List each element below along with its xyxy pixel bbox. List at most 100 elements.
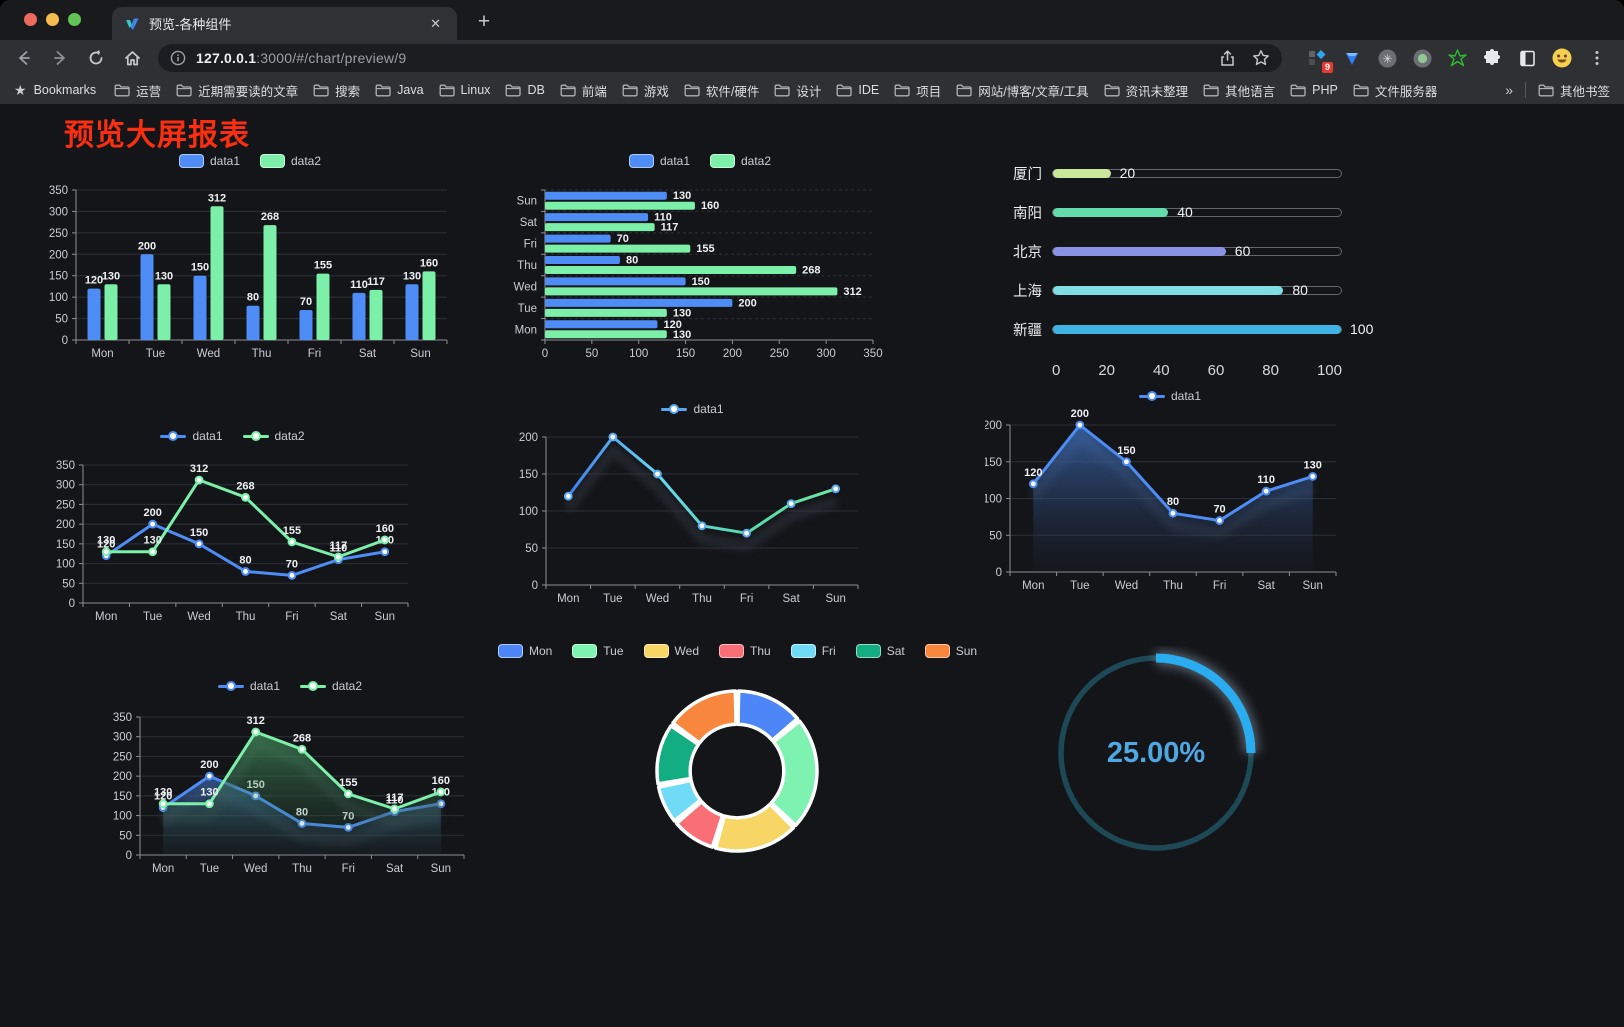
point-data1-Sat[interactable]	[786, 499, 796, 508]
bar-data2-Fri[interactable]	[316, 273, 330, 340]
bar-data2-Wed[interactable]	[210, 206, 224, 340]
url-bar[interactable]: 127.0.0.1:3000/#/chart/preview/9	[158, 44, 1282, 72]
bar-data1-Wed[interactable]	[193, 275, 207, 340]
point-data1-Fri[interactable]	[287, 570, 297, 580]
progress-track[interactable]: 20	[1052, 165, 1342, 181]
bar-data1-Fri[interactable]	[299, 310, 313, 340]
bookmark-folder[interactable]: 前端	[560, 81, 607, 100]
bar-data2-Sat[interactable]	[545, 223, 655, 232]
bookmark-folder[interactable]: PHP	[1290, 83, 1338, 97]
point-data1-Tue[interactable]	[205, 771, 214, 781]
progress-track[interactable]: 60	[1052, 243, 1342, 259]
bookmarks-overflow-icon[interactable]: »	[1505, 82, 1513, 98]
new-tab-button[interactable]: +	[477, 10, 491, 33]
legend-item-Fri[interactable]: Fri	[790, 644, 836, 658]
point-data2-Wed[interactable]	[251, 727, 261, 737]
tab-close-icon[interactable]: ✕	[430, 15, 441, 31]
bar-data1-Sun[interactable]	[545, 191, 667, 200]
bookmarks-label[interactable]: Bookmarks	[33, 83, 97, 97]
back-button[interactable]	[8, 43, 40, 73]
bookmark-folder[interactable]: 搜索	[313, 81, 360, 100]
browser-tab[interactable]: 预览-各种组件 ✕	[112, 7, 457, 40]
point-data1-Sun[interactable]	[831, 484, 841, 494]
point-data2-Sat[interactable]	[333, 552, 343, 562]
point-data2-Mon[interactable]	[158, 799, 168, 809]
legend-item-data1[interactable]: data1	[628, 154, 690, 168]
bar-data2-Tue[interactable]	[157, 284, 171, 340]
bookmark-folder[interactable]: 资讯未整理	[1104, 81, 1188, 100]
point-data2-Tue[interactable]	[205, 799, 214, 809]
legend-item-data1[interactable]: data1	[1138, 389, 1201, 403]
point-data1-Tue[interactable]	[1075, 420, 1085, 430]
point-data1-Fri[interactable]	[1215, 516, 1224, 525]
extension-icon-asterisk-circle[interactable]: ✳	[1376, 47, 1398, 69]
bar-data1-Sat[interactable]	[352, 292, 366, 340]
bookmark-folder[interactable]: 运营	[114, 81, 161, 100]
bar-data2-Tue[interactable]	[545, 308, 667, 317]
bookmark-folder[interactable]: Linux	[439, 83, 490, 97]
menu-dots-icon[interactable]	[1586, 47, 1608, 69]
other-bookmarks-folder[interactable]: 其他书签	[1538, 81, 1610, 100]
pie-slice-Sun[interactable]	[671, 689, 738, 745]
share-icon[interactable]	[1219, 49, 1236, 67]
maximize-window-button[interactable]	[68, 13, 81, 26]
point-data1-Wed[interactable]	[653, 469, 662, 479]
legend-item-data1[interactable]: data1	[160, 429, 223, 443]
bar-data2-Mon[interactable]	[545, 330, 667, 339]
bar-data1-Sun[interactable]	[405, 284, 419, 340]
point-data2-Mon[interactable]	[101, 547, 111, 557]
legend-item-data1[interactable]: data1	[217, 679, 280, 693]
reload-button[interactable]	[80, 43, 112, 73]
bar-data1-Mon[interactable]	[87, 288, 101, 340]
pie-slice-Tue[interactable]	[769, 719, 819, 828]
pie-slice-Fri[interactable]	[656, 778, 703, 823]
bookmarks-star-icon[interactable]: ★	[14, 81, 27, 98]
bookmark-folder[interactable]: 设计	[774, 81, 821, 100]
point-data2-Sun[interactable]	[380, 535, 390, 545]
bar-data2-Wed[interactable]	[545, 287, 838, 296]
extension-icon-gem[interactable]	[1341, 47, 1363, 69]
legend-item-Sun[interactable]: Sun	[924, 644, 977, 658]
legend-item-data2[interactable]: data2	[260, 154, 321, 168]
bookmark-folder[interactable]: 近期需要读的文章	[176, 81, 298, 100]
progress-track[interactable]: 40	[1052, 204, 1342, 220]
legend-item-data2[interactable]: data2	[300, 679, 362, 693]
extensions-puzzle-icon[interactable]	[1481, 47, 1503, 69]
point-data1-Wed[interactable]	[194, 539, 204, 549]
bar-data1-Tue[interactable]	[545, 298, 733, 307]
point-data1-Mon[interactable]	[563, 491, 573, 501]
point-data2-Fri[interactable]	[287, 537, 297, 547]
close-window-button[interactable]	[24, 13, 37, 26]
bookmark-folder[interactable]: IDE	[836, 83, 879, 97]
minimize-window-button[interactable]	[46, 13, 59, 26]
bar-data2-Thu[interactable]	[545, 266, 797, 274]
point-data1-Thu[interactable]	[1168, 508, 1178, 518]
point-data1-Sun[interactable]	[1308, 472, 1318, 481]
extension-icon-grid[interactable]: 9	[1306, 47, 1333, 73]
pie-slice-Mon[interactable]	[736, 689, 800, 743]
extension-icon-green-star[interactable]	[1446, 47, 1468, 69]
bookmark-folder[interactable]: 其他语言	[1203, 81, 1275, 100]
bookmark-star-icon[interactable]	[1252, 49, 1270, 67]
legend-item-Sat[interactable]: Sat	[855, 644, 905, 658]
point-data1-Tue[interactable]	[608, 432, 618, 442]
point-data1-Sat[interactable]	[1261, 486, 1271, 496]
bar-data2-Sat[interactable]	[369, 289, 383, 340]
point-data1-Thu[interactable]	[697, 521, 707, 531]
bar-data1-Mon[interactable]	[545, 320, 658, 329]
point-data2-Thu[interactable]	[297, 744, 307, 754]
pie-slice-Sat[interactable]	[655, 724, 701, 786]
legend-item-data1[interactable]: data1	[178, 154, 240, 168]
site-info-icon[interactable]	[170, 50, 186, 66]
bar-data2-Mon[interactable]	[104, 284, 118, 340]
bookmark-folder[interactable]: 软件/硬件	[684, 81, 759, 100]
bar-data2-Fri[interactable]	[545, 244, 691, 253]
legend-item-data2[interactable]: data2	[710, 154, 771, 168]
point-data1-Wed[interactable]	[1122, 457, 1131, 467]
bookmark-folder[interactable]: 文件服务器	[1353, 81, 1437, 100]
point-data2-Fri[interactable]	[343, 789, 353, 799]
forward-button[interactable]	[44, 43, 76, 73]
bar-data1-Wed[interactable]	[545, 277, 686, 286]
point-data1-Tue[interactable]	[148, 519, 158, 529]
bar-data2-Sun[interactable]	[545, 201, 695, 210]
